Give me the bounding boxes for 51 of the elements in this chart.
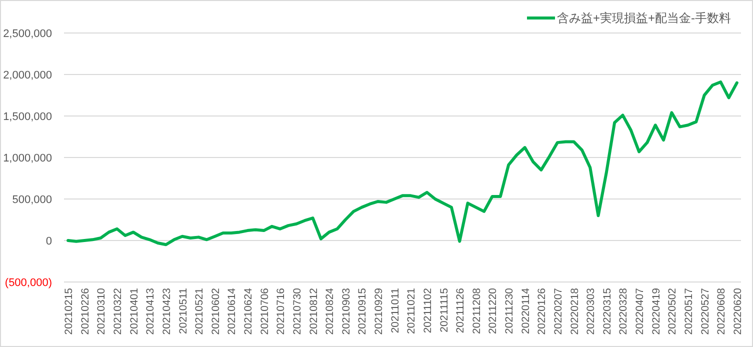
y-tick-label: 500,000 xyxy=(12,194,52,206)
x-tick-label: 20210730 xyxy=(291,288,304,335)
x-tick-label: 20220315 xyxy=(601,288,614,335)
x-tick-label: 20220126 xyxy=(536,288,548,335)
x-tick-label: 20210706 xyxy=(258,288,271,335)
x-tick-label: 20210423 xyxy=(160,288,173,335)
x-tick-label: 20210614 xyxy=(226,288,238,335)
x-tick-label: 20210602 xyxy=(210,288,222,335)
x-tick-label: 20211115 xyxy=(438,288,450,332)
x-tick-label: 20210322 xyxy=(112,288,124,335)
x-tick-label: 20210401 xyxy=(128,288,140,335)
x-tick-label: 20220218 xyxy=(568,288,581,335)
x-tick-label: 20220620 xyxy=(732,288,744,335)
x-tick-label: 20210903 xyxy=(340,288,352,335)
y-tick-label: 2,500,000 xyxy=(3,28,52,40)
x-tick-label: 20211208 xyxy=(470,288,483,334)
x-tick-label: 20211220 xyxy=(487,288,500,334)
x-tick-label: 20220608 xyxy=(716,288,728,335)
legend-label: 含み益+実現損益+配当金-手数料 xyxy=(556,11,731,25)
x-tick-label: 20210310 xyxy=(96,288,108,335)
x-tick-label: 20220527 xyxy=(699,288,712,335)
x-tick-label: 20210812 xyxy=(308,288,320,335)
x-tick-label: 20210716 xyxy=(275,288,288,335)
x-tick-label: 20210226 xyxy=(79,288,92,335)
x-tick-label: 20210215 xyxy=(63,288,76,335)
x-tick-label: 20220303 xyxy=(585,288,598,335)
x-tick-label: 20220114 xyxy=(520,288,532,334)
x-tick-label: 20211011 xyxy=(389,288,402,334)
y-tick-label: 2,000,000 xyxy=(3,70,52,82)
y-tick-label: 1,000,000 xyxy=(3,152,52,164)
line-series xyxy=(66,80,738,246)
x-tick-label: 20210929 xyxy=(373,288,386,335)
x-tick-label: 20220207 xyxy=(552,288,564,335)
x-tick-label: 20210915 xyxy=(356,288,369,335)
x-tick-label: 20210511 xyxy=(177,288,190,334)
x-tick-label: 20220517 xyxy=(682,288,695,335)
x-tick-label: 20211021 xyxy=(406,288,418,334)
x-tick-label: 20210824 xyxy=(324,288,336,335)
x-tick-label: 20210624 xyxy=(242,288,255,335)
y-tick-label: 0 xyxy=(46,236,52,248)
x-tick-label: 20210413 xyxy=(144,288,157,335)
x-tick-label: 20211230 xyxy=(504,288,516,334)
x-tick-label: 20220407 xyxy=(634,288,646,335)
y-tick-label: (500,000) xyxy=(4,277,52,289)
x-tick-label: 20220328 xyxy=(618,288,630,335)
x-tick-label: 20220419 xyxy=(650,288,662,335)
x-tick-label: 20210521 xyxy=(194,288,206,335)
x-tick-label: 20211126 xyxy=(454,288,467,334)
x-tick-label: 20211102 xyxy=(422,288,434,334)
y-tick-label: 1,500,000 xyxy=(3,111,52,123)
x-tick-label: 20220502 xyxy=(666,288,679,335)
